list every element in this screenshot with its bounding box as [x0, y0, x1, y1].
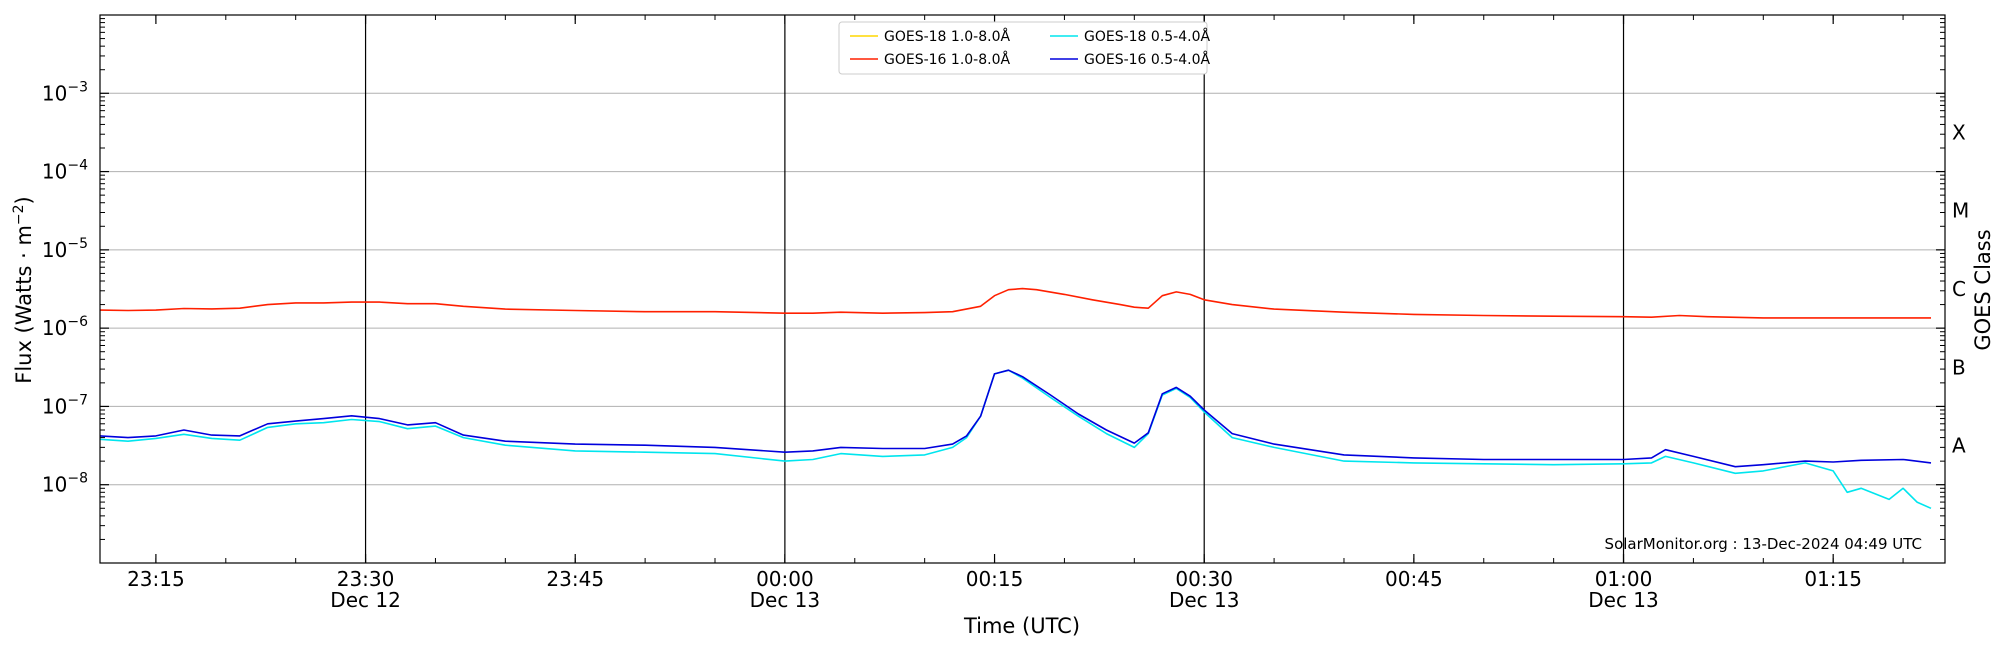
- y-tick-label-4: 10−4: [42, 158, 88, 184]
- legend-label-1: GOES-16 1.0-8.0Å: [884, 51, 1010, 68]
- x-tick-label-5: 00:30: [1175, 567, 1233, 591]
- legend-label-2: GOES-18 0.5-4.0Å: [1084, 28, 1210, 45]
- goes-class-labels: A B C M X: [1952, 120, 1969, 457]
- y-tick-base: 10: [42, 473, 67, 497]
- data-series: [99, 287, 1932, 510]
- x-tick-label-1: 23:30: [337, 567, 395, 591]
- y-tick-label-1: 10−7: [42, 392, 88, 418]
- y-tick-label-3: 10−5: [42, 236, 88, 262]
- grid-lines: [100, 92, 1945, 486]
- x-tick-label-6: 00:45: [1385, 567, 1443, 591]
- y-axis-title-text: Flux (Watts · m: [12, 225, 36, 384]
- legend-box: [838, 21, 1208, 75]
- series-line-2: [99, 369, 1932, 510]
- x-tick-label-8: 01:15: [1804, 567, 1862, 591]
- y-tick-exponent: −8: [67, 471, 88, 487]
- y-axis-title-exponent: −2: [11, 204, 27, 225]
- x-tick-label-4: 00:15: [966, 567, 1024, 591]
- x-tick-label-3: 00:00: [756, 567, 814, 591]
- y-tick-exponent: −4: [67, 158, 88, 174]
- y-tick-base: 10: [42, 81, 67, 105]
- y-axis-title-close: ): [12, 196, 36, 204]
- x-tick-sublabel-7: Dec 13: [1588, 588, 1659, 612]
- goes-class-label-b: B: [1952, 355, 1966, 379]
- legend: GOES-18 1.0-8.0Å GOES-16 1.0-8.0Å GOES-18 …: [838, 21, 1210, 75]
- x-tick-label-7: 01:00: [1595, 567, 1653, 591]
- x-tick-label-0: 23:15: [127, 567, 185, 591]
- legend-label-0: GOES-18 1.0-8.0Å: [884, 28, 1010, 45]
- goes-class-axis-title: GOES Class: [1971, 229, 1995, 350]
- x-tick-label-2: 23:45: [546, 567, 604, 591]
- series-line-1: [99, 287, 1931, 319]
- goes-class-label-x: X: [1952, 120, 1966, 144]
- y-tick-label-5: 10−3: [42, 79, 88, 105]
- y-tick-base: 10: [42, 238, 67, 262]
- x-axis-title: Time (UTC): [963, 614, 1080, 638]
- day-marker-lines: [364, 15, 1625, 563]
- goes-class-label-a: A: [1952, 434, 1966, 458]
- y-tick-exponent: −6: [67, 314, 88, 330]
- x-tick-sublabel-5: Dec 13: [1169, 588, 1240, 612]
- y-tick-exponent: −5: [67, 236, 88, 252]
- series-line-3: [99, 369, 1932, 468]
- y-tick-exponent: −7: [67, 392, 88, 408]
- credit-text: SolarMonitor.org : 13-Dec-2024 04:49 UTC: [1605, 535, 1922, 553]
- y-tick-label-2: 10−6: [42, 314, 88, 340]
- legend-label-3: GOES-16 0.5-4.0Å: [1084, 51, 1210, 68]
- y-tick-label-0: 10−8: [42, 471, 88, 497]
- y-tick-base: 10: [42, 394, 67, 418]
- y-axis-ticks: 10−810−710−610−510−410−3: [42, 18, 1945, 540]
- x-tick-sublabel-3: Dec 13: [750, 588, 821, 612]
- goes-class-label-c: C: [1952, 277, 1966, 301]
- y-tick-base: 10: [42, 316, 67, 340]
- y-tick-exponent: −3: [67, 79, 88, 95]
- y-tick-base: 10: [42, 160, 67, 184]
- plot-frame: [99, 14, 1946, 564]
- y-axis-title: Flux (Watts · m−2): [11, 196, 36, 384]
- goes-class-label-m: M: [1952, 199, 1969, 223]
- x-tick-sublabel-1: Dec 12: [330, 588, 401, 612]
